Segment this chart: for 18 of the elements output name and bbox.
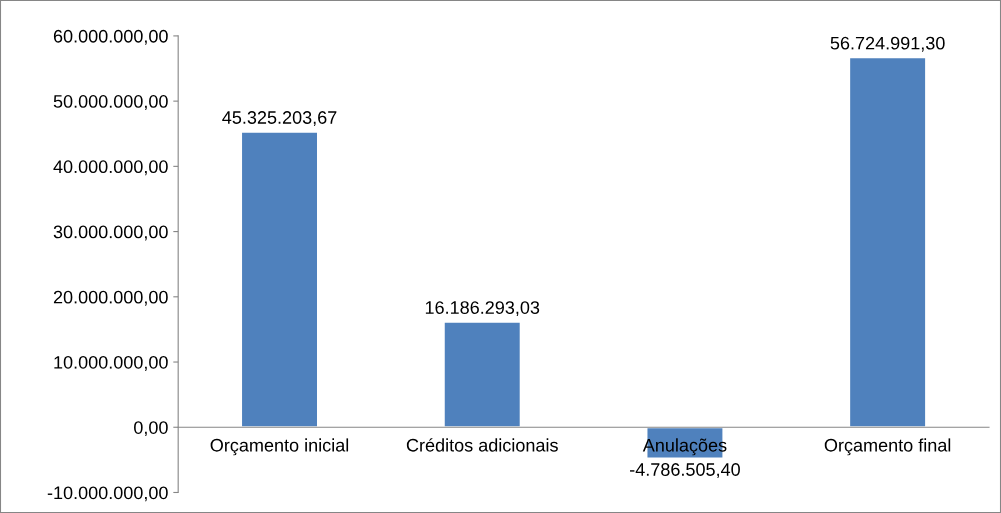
bar xyxy=(239,130,320,429)
y-tick-label: -10.000.000,00 xyxy=(47,486,168,502)
data-label: 16.186.293,03 xyxy=(425,301,540,317)
y-tick-label: 20.000.000,00 xyxy=(53,290,168,306)
bar xyxy=(848,56,928,429)
y-tick-label: 30.000.000,00 xyxy=(53,225,168,241)
y-tick-label: 10.000.000,00 xyxy=(54,355,168,371)
y-tick-label: 60.000.000,00 xyxy=(53,29,168,45)
bar xyxy=(442,320,522,429)
data-label: -4.786.505,40 xyxy=(630,463,740,479)
y-tick-label: 50.000.000,00 xyxy=(53,95,168,110)
y-tick-label: 0,00 xyxy=(134,421,168,437)
y-tick-label: 40.000.000,00 xyxy=(53,160,168,176)
data-label: 45.325.203,67 xyxy=(222,111,337,127)
x-tick-label: Orçamento final xyxy=(824,438,951,456)
x-tick-label: Orçamento inicial xyxy=(210,438,349,456)
data-label: 56.724.991,30 xyxy=(830,36,945,52)
x-tick-label: Créditos adicionais xyxy=(406,438,558,452)
